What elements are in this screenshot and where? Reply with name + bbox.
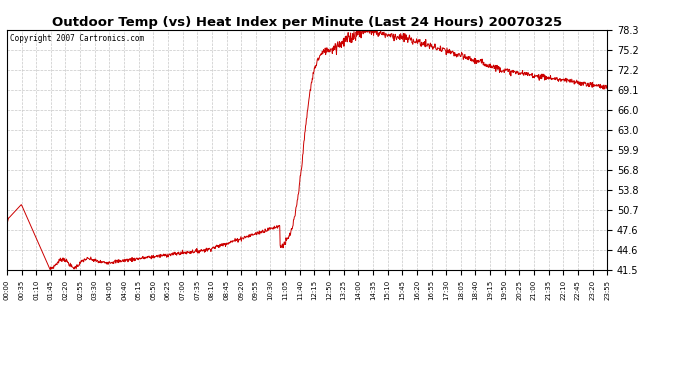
Text: Copyright 2007 Cartronics.com: Copyright 2007 Cartronics.com [10, 34, 144, 43]
Title: Outdoor Temp (vs) Heat Index per Minute (Last 24 Hours) 20070325: Outdoor Temp (vs) Heat Index per Minute … [52, 16, 562, 29]
